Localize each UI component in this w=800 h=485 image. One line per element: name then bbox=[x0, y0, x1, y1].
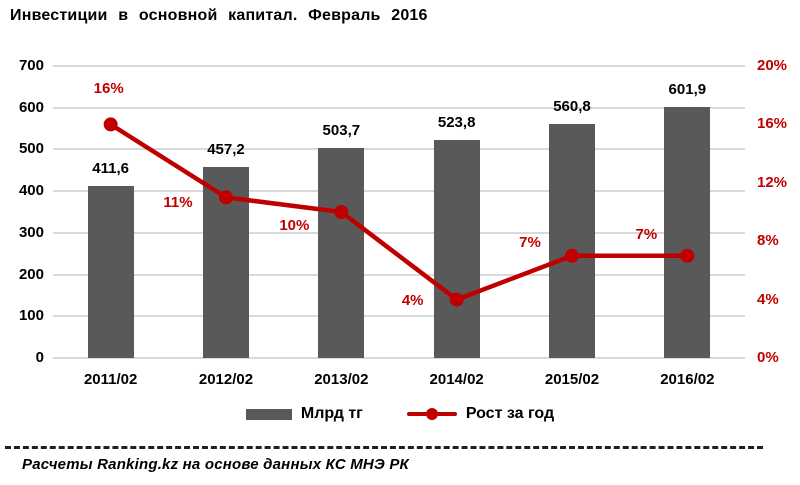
gridline bbox=[53, 357, 745, 359]
y-axis-right-tick-label: 12% bbox=[757, 173, 788, 191]
gridline bbox=[53, 65, 745, 67]
gridline bbox=[53, 273, 745, 276]
line-value-label: 11% bbox=[163, 194, 193, 212]
y-axis-left-tick-label: 0 bbox=[35, 349, 44, 366]
legend-item-line: Рост за год bbox=[406, 405, 555, 423]
y-axis-right-tick-label: 4% bbox=[757, 290, 779, 308]
gridline bbox=[53, 315, 745, 318]
bar-value-label: 457,2 bbox=[207, 141, 245, 159]
line-series-marker-icon bbox=[406, 407, 457, 421]
y-axis-right-tick-label: 0% bbox=[757, 349, 779, 366]
bar bbox=[318, 147, 365, 358]
x-axis-category-label: 2016/02 bbox=[660, 371, 715, 388]
gridline bbox=[53, 148, 745, 151]
x-axis-category-label: 2011/02 bbox=[83, 371, 138, 388]
y-axis-left-tick-label: 700 bbox=[18, 57, 44, 74]
source-separator-dashed-line bbox=[5, 446, 763, 449]
line-value-label: 16% bbox=[93, 80, 124, 98]
y-axis-right-tick-label: 20% bbox=[757, 57, 788, 74]
line-value-label: 4% bbox=[401, 291, 424, 309]
y-axis-left-tick-label: 500 bbox=[18, 140, 44, 158]
bar-value-label: 411,6 bbox=[92, 160, 130, 178]
x-axis-category-label: 2012/02 bbox=[198, 371, 254, 388]
line-marker bbox=[103, 117, 118, 132]
chart-title: Инвестиции в основной капитал. Февраль 2… bbox=[10, 7, 428, 24]
bar-value-label: 523,8 bbox=[437, 113, 476, 131]
bar-series-swatch-icon bbox=[245, 408, 292, 420]
line-value-label: 7% bbox=[635, 225, 658, 243]
source-note: Расчеты Ranking.kz на основе данных КС М… bbox=[22, 456, 409, 473]
legend-item-bars: Млрд тг bbox=[245, 405, 363, 423]
x-axis-category-label: 2013/02 bbox=[314, 371, 369, 388]
gridline bbox=[53, 106, 745, 109]
bar bbox=[433, 139, 480, 358]
x-axis-category-label: 2015/02 bbox=[544, 371, 600, 388]
y-axis-left-tick-label: 600 bbox=[18, 98, 44, 116]
legend-bar-label: Млрд тг bbox=[300, 405, 363, 422]
bar bbox=[203, 167, 249, 358]
y-axis-left-tick-label: 100 bbox=[18, 307, 44, 325]
legend: Млрд тг Рост за год bbox=[0, 405, 800, 423]
y-axis-left-tick-label: 400 bbox=[18, 182, 44, 200]
bar-value-label: 503,7 bbox=[322, 121, 361, 139]
y-axis-right-tick-label: 8% bbox=[757, 232, 779, 250]
bar-value-label: 560,8 bbox=[553, 98, 591, 116]
bar bbox=[87, 186, 134, 358]
y-axis-left-tick-label: 200 bbox=[18, 265, 44, 283]
gridline bbox=[53, 190, 745, 193]
y-axis-right-tick-label: 16% bbox=[757, 115, 788, 133]
line-value-label: 10% bbox=[279, 217, 310, 234]
y-axis-left-tick-label: 300 bbox=[18, 223, 44, 241]
x-axis-category-label: 2014/02 bbox=[429, 371, 484, 388]
bar-value-label: 601,9 bbox=[668, 80, 707, 98]
line-value-label: 7% bbox=[519, 233, 541, 251]
legend-line-label: Рост за год bbox=[465, 405, 555, 422]
